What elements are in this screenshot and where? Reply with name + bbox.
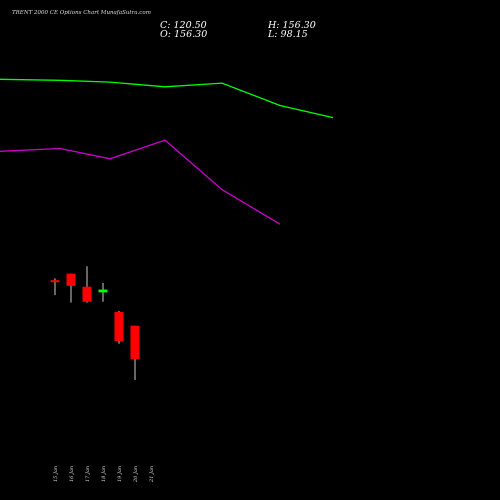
candle (66, 273, 76, 303)
date-labels-layer: 15 Jan 16 Jan 17 Jan 18 Jan 19 Jan 20 Jan 21 J… (53, 466, 155, 483)
close-price: C: 120.50 (160, 20, 207, 31)
overlay-line-1 (0, 78, 334, 119)
candle (114, 311, 124, 344)
overlay-line-2 (0, 139, 281, 225)
date-label: 19 Jan (117, 466, 123, 482)
candle (130, 325, 140, 381)
date-label: 21 Jan (149, 466, 155, 483)
high-price: H: 156.30 (268, 20, 316, 31)
date-label: 17 Jan (85, 466, 91, 482)
low-price: L: 98.15 (268, 29, 308, 40)
candle-body (114, 311, 124, 341)
open-price: O: 156.30 (160, 29, 208, 40)
candles-layer (50, 266, 140, 381)
candle (98, 283, 108, 302)
candle-body (50, 280, 60, 283)
chart-title: TRENT 2000 CE Options Chart MunafaSutra.… (12, 10, 151, 16)
date-label: 20 Jan (133, 466, 139, 483)
date-label: 18 Jan (101, 466, 107, 482)
candle-body (98, 289, 108, 293)
candle-body (82, 286, 92, 302)
candle-body (66, 273, 76, 286)
date-label: 16 Jan (69, 466, 75, 482)
date-label: 15 Jan (53, 466, 59, 482)
candle (82, 266, 92, 303)
candle (50, 278, 60, 296)
candle-body (130, 325, 140, 360)
lines-layer (0, 78, 334, 225)
